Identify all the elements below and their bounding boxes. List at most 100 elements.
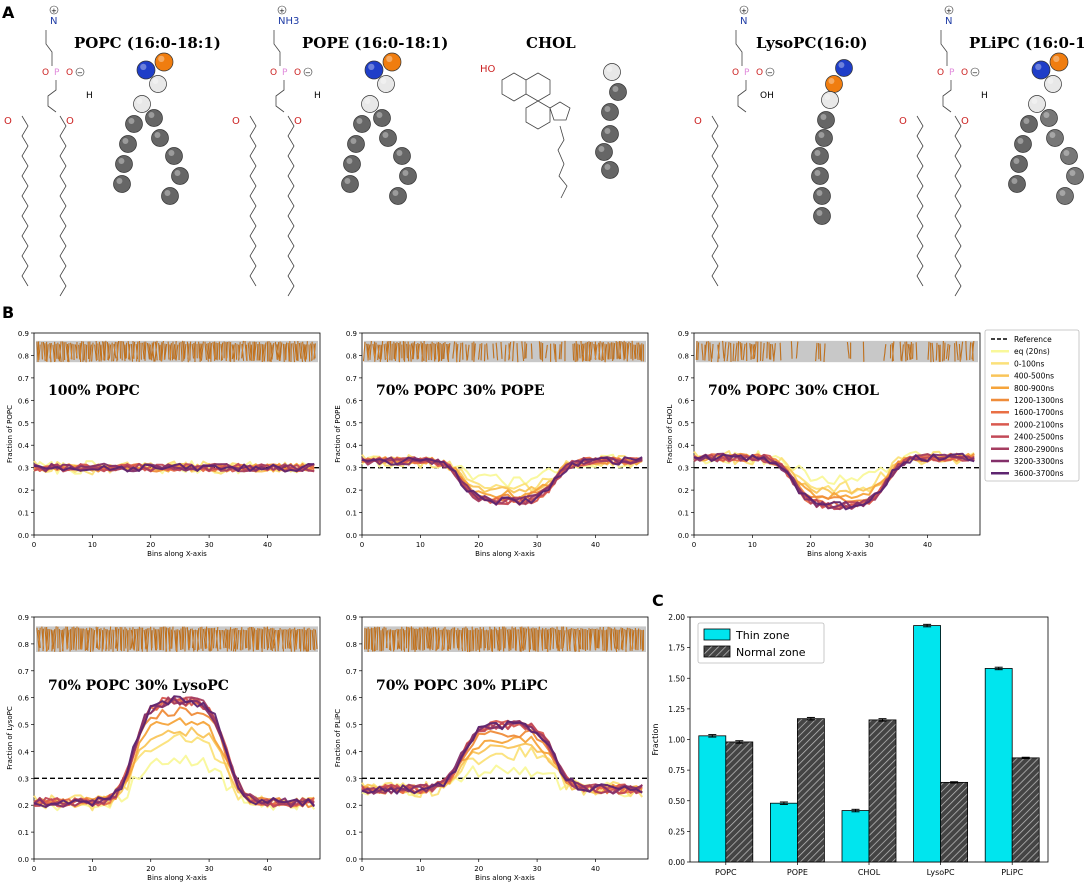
- cg-glycerol-bead-shine: [380, 78, 387, 84]
- cg-tail-bead: [399, 167, 417, 185]
- cg-glycerol-bead-shine: [1031, 98, 1038, 104]
- cg-tail-bead-shine: [350, 138, 357, 144]
- charge-circle: [303, 67, 313, 77]
- cg-bead: [601, 161, 619, 179]
- panel-b-legend: Reference eq (20ns) 0-100ns 400-500ns 800-90…: [984, 329, 1080, 482]
- bar-x-tick-label: POPC: [715, 868, 737, 877]
- cg-tail-bead: [817, 111, 835, 129]
- y-tick-label: 0.2: [346, 487, 357, 495]
- molecule-name: POPE (16:0-18:1): [302, 34, 448, 52]
- cg-tail-bead: [389, 187, 407, 205]
- legend-label: Reference: [1014, 335, 1052, 344]
- x-tick-label: 40: [923, 541, 932, 549]
- series-line: [33, 732, 315, 812]
- series-line: [361, 456, 643, 506]
- plus-charge: +: [946, 7, 952, 15]
- charge-circle: [49, 5, 59, 15]
- y-tick-label: 0.3: [346, 775, 357, 783]
- molecule-name: CHOL: [526, 34, 576, 52]
- y-tick-label: 0.8: [18, 352, 29, 360]
- charge-circle: [739, 5, 749, 15]
- x-tick-label: 40: [263, 541, 272, 549]
- x-tick-label: 40: [263, 865, 272, 873]
- legend-label: 2800-2900ns: [1014, 445, 1064, 454]
- cg-phosphate-bead: [825, 75, 843, 93]
- y-tick-label: 0.3: [346, 465, 357, 473]
- bar-y-tick-label: 0.50: [668, 797, 685, 806]
- bar-legend-swatch: [703, 628, 731, 641]
- sterol-rings: [501, 72, 571, 130]
- panel-c-label: C: [652, 591, 664, 610]
- cg-tail-bead-shine: [154, 132, 161, 138]
- bar-normal-zone: [940, 781, 968, 863]
- cg-tail-bead-shine: [344, 178, 351, 184]
- p-label: P: [54, 68, 60, 78]
- x-axis-label: Bins along X-axis: [807, 550, 867, 558]
- plus-charge: +: [741, 7, 747, 15]
- bar-y-tick-label: 1.75: [668, 644, 685, 653]
- molecule-1: POPE (16:0-18:1)NH3+O P O −HO O: [232, 5, 448, 297]
- cg-tail-bead: [1066, 167, 1084, 185]
- y-tick-label: 0.3: [18, 775, 29, 783]
- x-tick-label: 10: [88, 865, 97, 873]
- x-tick-label: 30: [533, 865, 542, 873]
- cg-tail-bead: [1046, 129, 1064, 147]
- head-chain: [273, 30, 281, 66]
- cg-tail-bead-shine: [1017, 138, 1024, 144]
- bar-normal-zone: [868, 719, 897, 863]
- membrane-lipids-highlight: [36, 626, 318, 652]
- amine-label: N: [50, 16, 57, 27]
- bar-normal-zone: [1011, 757, 1040, 863]
- cg-choline-bead-shine: [140, 63, 147, 70]
- tail-chain-1: [711, 115, 719, 287]
- y-tick-label: 0.6: [678, 397, 690, 405]
- tail-chain-2: [954, 115, 962, 297]
- cg-bead-shine: [612, 86, 619, 92]
- h-label: H: [314, 91, 321, 101]
- bar-legend-label: Normal zone: [736, 646, 806, 659]
- cg-tail-bead: [119, 135, 137, 153]
- charge-circle: [944, 5, 954, 15]
- cg-tail-bead: [1014, 135, 1032, 153]
- minus-charge: −: [305, 69, 311, 77]
- x-tick-label: 10: [88, 541, 97, 549]
- amine-label: N: [945, 16, 952, 27]
- amine-label: NH3: [278, 16, 299, 27]
- x-tick-label: 0: [32, 865, 36, 873]
- cg-phosphate-bead-shine: [386, 55, 393, 62]
- molecule-name: PLiPC (16:0-18:2): [969, 34, 1084, 52]
- x-tick-label: 0: [692, 541, 696, 549]
- series-line: [693, 452, 975, 511]
- y-tick-label: 0.6: [346, 397, 358, 405]
- glycerol: [275, 80, 285, 113]
- cg-tail-bead-shine: [1069, 170, 1076, 176]
- membrane-lipids-highlight: [363, 340, 644, 363]
- bar-thin-zone: [841, 810, 870, 863]
- molecule-2: CHOL HO: [480, 34, 627, 199]
- carbonyl-o: O: [232, 116, 240, 127]
- cg-tail-bead: [1040, 109, 1058, 127]
- y-tick-label: 0.1: [18, 829, 29, 837]
- glycerol: [737, 80, 747, 113]
- legend-label: eq (20ns): [1014, 347, 1050, 356]
- x-tick-label: 10: [416, 541, 425, 549]
- x-tick-label: 30: [205, 541, 214, 549]
- hydroxyl-label: HO: [480, 64, 496, 75]
- o-label: O: [756, 68, 763, 78]
- y-tick-label: 0.8: [346, 352, 357, 360]
- cg-tail-bead: [165, 147, 183, 165]
- cg-tail-bead-shine: [402, 170, 409, 176]
- x-axis-label: Bins along X-axis: [475, 874, 535, 882]
- x-axis-label: Bins along X-axis: [475, 550, 535, 558]
- cg-tail-bead: [115, 155, 133, 173]
- y-tick-label: 0.0: [678, 532, 689, 540]
- line-chart-1: 0.0 0.1 0.2 0.3 0.4 0.5 0.6 0.7 0.8 0.9 0 10 20 30 40 B…: [334, 330, 649, 558]
- chart-title: 70% POPC 30% LysoPC: [48, 678, 229, 694]
- y-tick-label: 0.9: [18, 330, 29, 338]
- minus-charge: −: [972, 69, 978, 77]
- cg-tail-bead: [813, 207, 831, 225]
- legend-label: 1200-1300ns: [1014, 396, 1064, 405]
- bar-thin-zone: [698, 735, 727, 863]
- cg-bead: [601, 125, 619, 143]
